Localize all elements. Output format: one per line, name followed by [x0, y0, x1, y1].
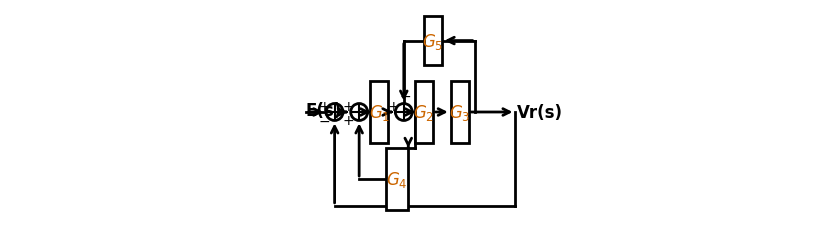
Bar [370, 81, 388, 144]
Text: $G_3$: $G_3$ [449, 103, 470, 122]
Text: $G_2$: $G_2$ [413, 103, 434, 122]
Text: $G_5$: $G_5$ [422, 32, 443, 51]
Circle shape [326, 104, 343, 121]
Circle shape [351, 104, 368, 121]
Bar [451, 81, 469, 144]
Text: Vr(s): Vr(s) [516, 104, 562, 122]
Text: +: + [342, 100, 354, 114]
Text: $G_4$: $G_4$ [387, 169, 408, 189]
Text: $-$: $-$ [318, 113, 330, 127]
Text: $G_1$: $G_1$ [369, 103, 390, 122]
Text: E(s): E(s) [305, 101, 342, 119]
Text: $-$: $-$ [399, 88, 411, 102]
Circle shape [396, 104, 412, 121]
Text: +: + [342, 113, 354, 127]
Bar [415, 81, 433, 144]
Bar [424, 17, 442, 66]
Text: +: + [318, 100, 330, 114]
Text: +: + [388, 100, 399, 114]
Bar [386, 148, 408, 210]
